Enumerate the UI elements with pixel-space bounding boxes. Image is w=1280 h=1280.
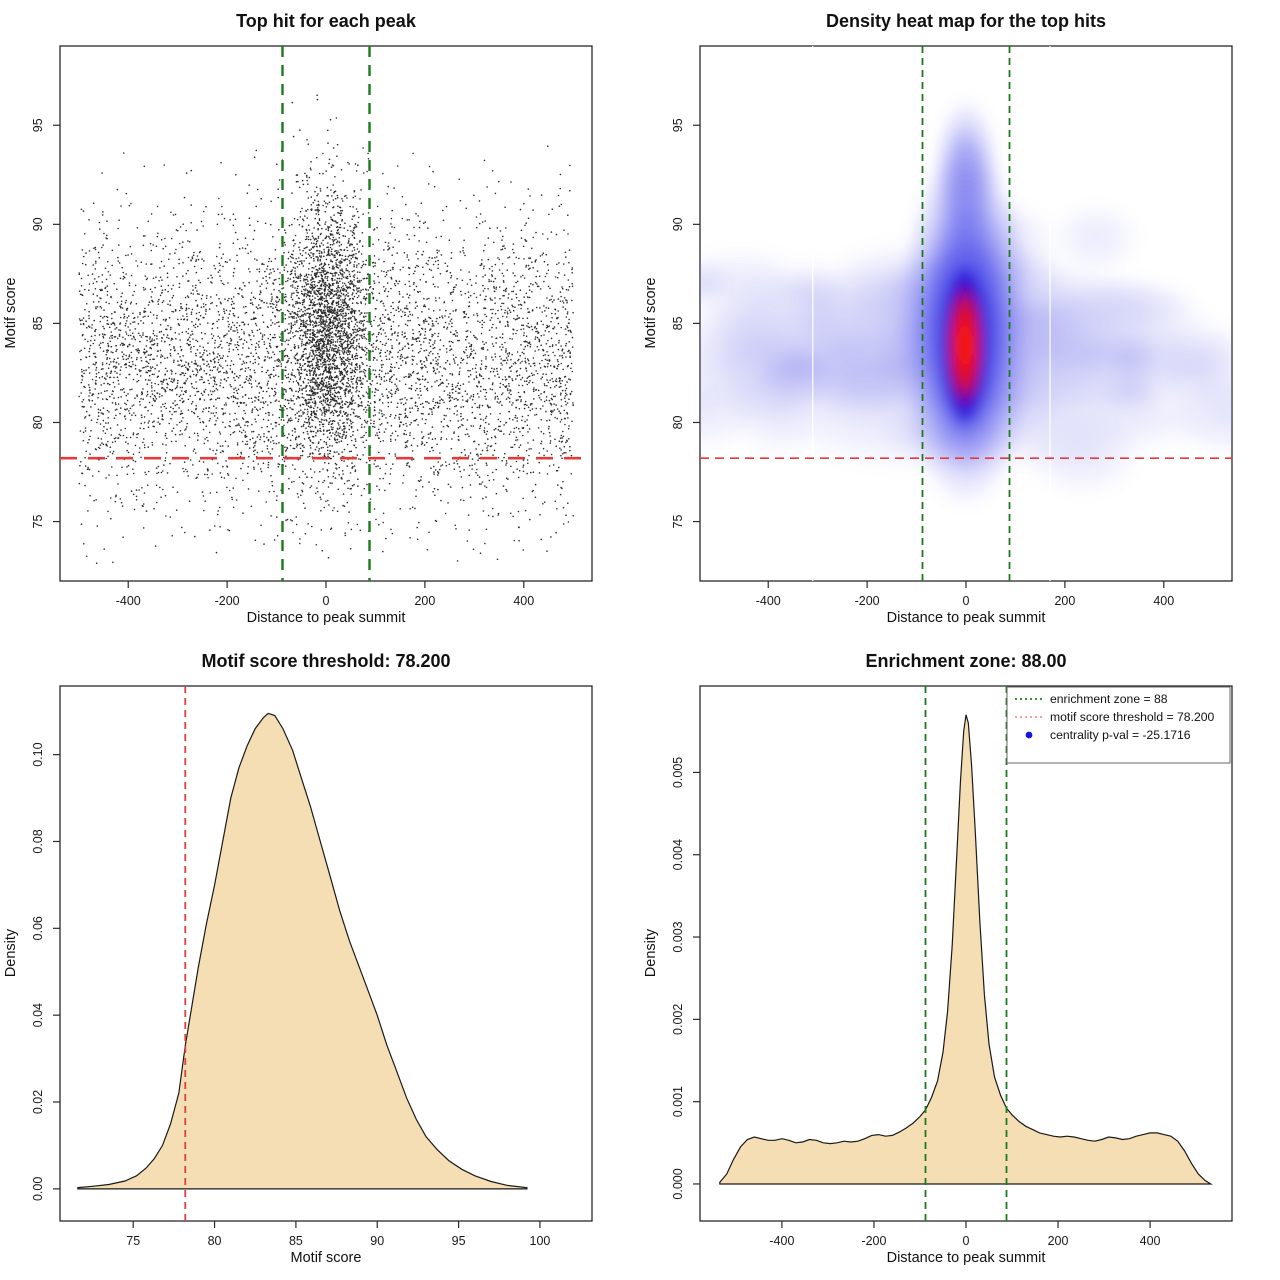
x-tick-label: -200 [855,594,880,608]
motif-score-density-plot: Motif score threshold: 78.200 Motif scor… [3,651,593,1266]
x-tick-label: -400 [769,1234,794,1248]
x-tick-label: -400 [756,594,781,608]
y-tick-label: 80 [671,415,685,429]
y-tick-label: 80 [31,415,45,429]
legend-label: motif score threshold = 78.200 [1050,710,1215,724]
y-tick-label: 95 [671,118,685,132]
x-tick-label: 0 [963,1234,970,1248]
distance-density-plot: Enrichment zone: 88.00 Distance to peak … [643,651,1233,1266]
y-tick-label: 0.10 [31,742,45,766]
x-tick-label: -200 [215,594,240,608]
y-tick-label: 95 [31,118,45,132]
score-density-render-layer: 75 80 85 90 95 100 0.00 0.02 0.04 0.06 0.08 0.10 [31,685,593,1248]
distance-density-render-layer: -400 -200 0 200 400 0.000 0.001 0.002 0.003 0.004… [671,685,1233,1248]
heatmap-render-layer: -400 -200 0 200 400 75 80 85 90 95 [671,45,1233,608]
panel-title: Density heat map for the top hits [826,11,1106,31]
x-tick-label: 80 [208,1234,222,1248]
y-tick-label: 0.000 [671,1168,685,1199]
scatter-render-layer: -400 -200 0 200 400 75 80 85 90 95 [31,45,593,608]
x-axis-label: Distance to peak summit [887,610,1046,626]
panel-title: Enrichment zone: 88.00 [865,651,1066,671]
x-tick-label: 400 [1140,1234,1161,1248]
legend-label: centrality p-val = -25.1716 [1050,728,1191,742]
x-tick-label: 100 [530,1234,551,1248]
y-tick-label: 90 [31,217,45,231]
panel-motif-score-density: Motif score threshold: 78.200 Motif scor… [0,640,640,1280]
y-axis-label: Motif score [3,278,19,349]
x-tick-label: -400 [116,594,141,608]
x-tick-label: 85 [289,1234,303,1248]
x-tick-label: 75 [126,1234,140,1248]
x-tick-label: 200 [1054,594,1075,608]
panel-distance-density: Enrichment zone: 88.00 Distance to peak … [640,640,1280,1280]
y-tick-label: 85 [31,316,45,330]
y-axis-label: Motif score [643,278,659,349]
y-tick-label: 0.002 [671,1004,685,1035]
panel-title: Top hit for each peak [236,11,417,31]
y-axis-label: Density [643,928,659,977]
x-tick-label: 0 [323,594,330,608]
y-tick-label: 0.004 [671,839,685,870]
y-tick-label: 0.08 [31,829,45,853]
x-tick-label: 95 [452,1234,466,1248]
y-tick-label: 0.04 [31,1003,45,1027]
y-axis-label: Density [3,928,19,977]
x-tick-label: 400 [513,594,534,608]
top-hit-scatter-plot: Top hit for each peak Distance to peak s… [3,11,593,626]
x-axis-label: Motif score [291,1250,362,1266]
y-tick-label: 75 [31,515,45,529]
y-tick-label: 0.005 [671,757,685,788]
y-tick-label: 90 [671,217,685,231]
x-tick-label: 90 [370,1234,384,1248]
heatmap-density-blobs [700,95,1232,511]
legend-swatch-dot [1025,731,1033,739]
panel-top-hit-scatter: Top hit for each peak Distance to peak s… [0,0,640,640]
y-tick-label: 0.02 [31,1090,45,1114]
panel-title: Motif score threshold: 78.200 [201,651,450,671]
legend-box [1006,686,1231,764]
legend: enrichment zone = 88 motif score threshol… [1006,686,1231,764]
score-density-curve [77,712,528,1190]
x-tick-label: -200 [861,1234,886,1248]
x-tick-label: 200 [414,594,435,608]
y-tick-label: 85 [671,316,685,330]
y-tick-label: 75 [671,515,685,529]
y-tick-label: 0.06 [31,916,45,940]
scatter-points [78,94,574,564]
panel-density-heatmap: Density heat map for the top hits Distan… [640,0,1280,640]
y-tick-label: 0.003 [671,921,685,952]
legend-label: enrichment zone = 88 [1050,692,1168,706]
y-tick-label: 0.001 [671,1086,685,1117]
density-heatmap-plot: Density heat map for the top hits Distan… [643,11,1233,626]
heatmap-hotspot [937,251,993,440]
x-axis-label: Distance to peak summit [247,610,406,626]
x-tick-label: 400 [1153,594,1174,608]
plot-box [59,685,593,1222]
x-tick-label: 200 [1048,1234,1069,1248]
x-tick-label: 0 [963,594,970,608]
y-tick-label: 0.00 [31,1177,45,1201]
distance-density-curve [719,714,1213,1185]
x-axis-label: Distance to peak summit [887,1250,1046,1266]
